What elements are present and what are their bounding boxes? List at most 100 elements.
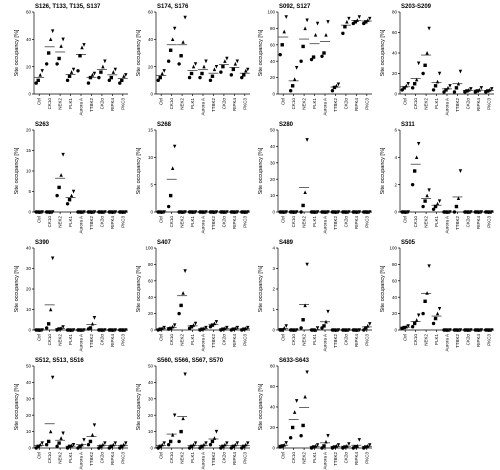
data-point <box>322 51 326 55</box>
y-tick-label: 0 <box>28 210 31 215</box>
x-tick-label: TTBK2 <box>455 216 460 231</box>
x-tick-label: NEK2 <box>424 216 429 228</box>
data-point <box>242 327 246 331</box>
data-point <box>36 78 40 83</box>
x-tick-label: NEK2 <box>302 216 307 228</box>
data-point <box>421 311 425 316</box>
y-axis-label: Site occupancy [%] <box>14 383 20 430</box>
y-axis-label: Site occupancy [%] <box>14 265 20 312</box>
data-point <box>92 71 97 76</box>
data-point <box>425 291 429 295</box>
x-tick-label: PLK1 <box>434 334 439 346</box>
y-tick-label: 20 <box>392 311 398 316</box>
data-point <box>86 81 91 85</box>
data-point <box>235 325 240 330</box>
x-tick-label: CK1α <box>291 98 296 110</box>
x-tick-label: CK1α <box>47 98 52 110</box>
data-point <box>477 87 482 92</box>
data-point <box>36 444 40 449</box>
data-point <box>193 321 198 326</box>
data-point <box>324 32 328 37</box>
x-tick-label: Ctrl <box>403 98 408 105</box>
data-point <box>244 326 248 331</box>
data-point <box>364 326 368 330</box>
data-point <box>433 316 438 321</box>
data-point <box>168 326 173 331</box>
x-tick-label: CK2α <box>465 334 470 346</box>
x-tick-label: TTBK2 <box>211 98 216 113</box>
data-point <box>181 291 185 295</box>
y-tick-label: 0 <box>28 446 31 451</box>
y-tick-label: 100 <box>389 246 397 251</box>
data-point <box>355 443 360 448</box>
x-tick-label: CK2α <box>343 216 348 228</box>
data-point <box>40 441 44 446</box>
data-point <box>246 67 250 72</box>
panel-title: S407 <box>157 240 172 246</box>
panel-11: S489 Site occupancy [%] 0 1 2 3 4 Ctrl CK1α NEK2 P… <box>258 240 372 352</box>
data-point <box>301 44 305 49</box>
x-tick-label: PLK1 <box>68 98 73 110</box>
y-axis-label: Site occupancy [%] <box>136 147 142 194</box>
data-point <box>299 210 303 214</box>
data-point <box>423 63 427 67</box>
panel-7: S280 Site occupancy [%] 0 10 20 30 40 50 Ctrl CK1… <box>258 122 372 234</box>
y-tick-label: 40 <box>148 295 154 300</box>
data-point <box>235 441 240 446</box>
data-point <box>170 166 175 170</box>
data-point <box>343 25 347 29</box>
data-point <box>113 441 118 446</box>
data-point <box>50 375 55 380</box>
data-point <box>427 264 431 269</box>
data-point <box>410 86 415 90</box>
x-tick-label: NEK2 <box>180 334 185 346</box>
data-point <box>61 431 65 436</box>
y-tick-label: 20 <box>270 75 276 80</box>
data-point <box>225 56 229 61</box>
data-point <box>303 394 307 399</box>
data-point <box>311 328 316 332</box>
data-point <box>294 66 299 70</box>
panel-title: S280 <box>279 122 294 128</box>
y-axis-label: Site occupancy [%] <box>258 147 264 194</box>
data-point <box>170 37 175 42</box>
data-point <box>210 439 215 444</box>
panel-9: S390 Site occupancy [%] 0 10 20 30 40 Ctrl CK1α N… <box>14 240 128 352</box>
data-point <box>168 193 173 198</box>
x-tick-label: PKC3 <box>364 334 369 346</box>
data-point <box>416 141 421 146</box>
data-point <box>202 64 206 69</box>
y-tick-label: 40 <box>26 246 32 251</box>
data-point <box>202 326 206 331</box>
data-point <box>311 55 316 59</box>
data-point <box>204 441 208 446</box>
data-point <box>177 311 181 316</box>
y-tick-label: 20 <box>26 287 32 292</box>
data-point <box>332 445 337 449</box>
panel-8: S311 Site occupancy [%] 0 2 4 6 Ctrl CK1α NEK2 PL… <box>380 122 494 234</box>
x-tick-label: CK2α <box>99 98 104 110</box>
data-point <box>368 443 372 447</box>
data-point <box>315 326 320 330</box>
x-tick-label: Aurora A <box>201 334 206 352</box>
y-tick-label: 50 <box>148 364 154 369</box>
y-tick-label: 10 <box>270 193 276 198</box>
x-tick-label: PLK1 <box>190 334 195 346</box>
data-point <box>214 64 219 69</box>
x-tick-label: RIPK4 <box>476 98 481 112</box>
x-tick-label: RIPK4 <box>232 452 237 466</box>
data-point <box>193 62 198 66</box>
x-tick-label: PLK1 <box>190 216 195 228</box>
x-tick-label: PKC3 <box>120 98 125 110</box>
data-point <box>61 37 65 42</box>
x-tick-label: PKC3 <box>120 452 125 464</box>
data-point <box>402 325 406 330</box>
data-point <box>124 441 128 446</box>
data-point <box>303 190 307 195</box>
x-tick-label: PLK1 <box>434 98 439 110</box>
x-tick-label: TTBK2 <box>211 216 216 231</box>
y-tick-label: 40 <box>26 37 32 42</box>
x-tick-label: CK2α <box>343 334 348 346</box>
data-point <box>427 188 431 193</box>
